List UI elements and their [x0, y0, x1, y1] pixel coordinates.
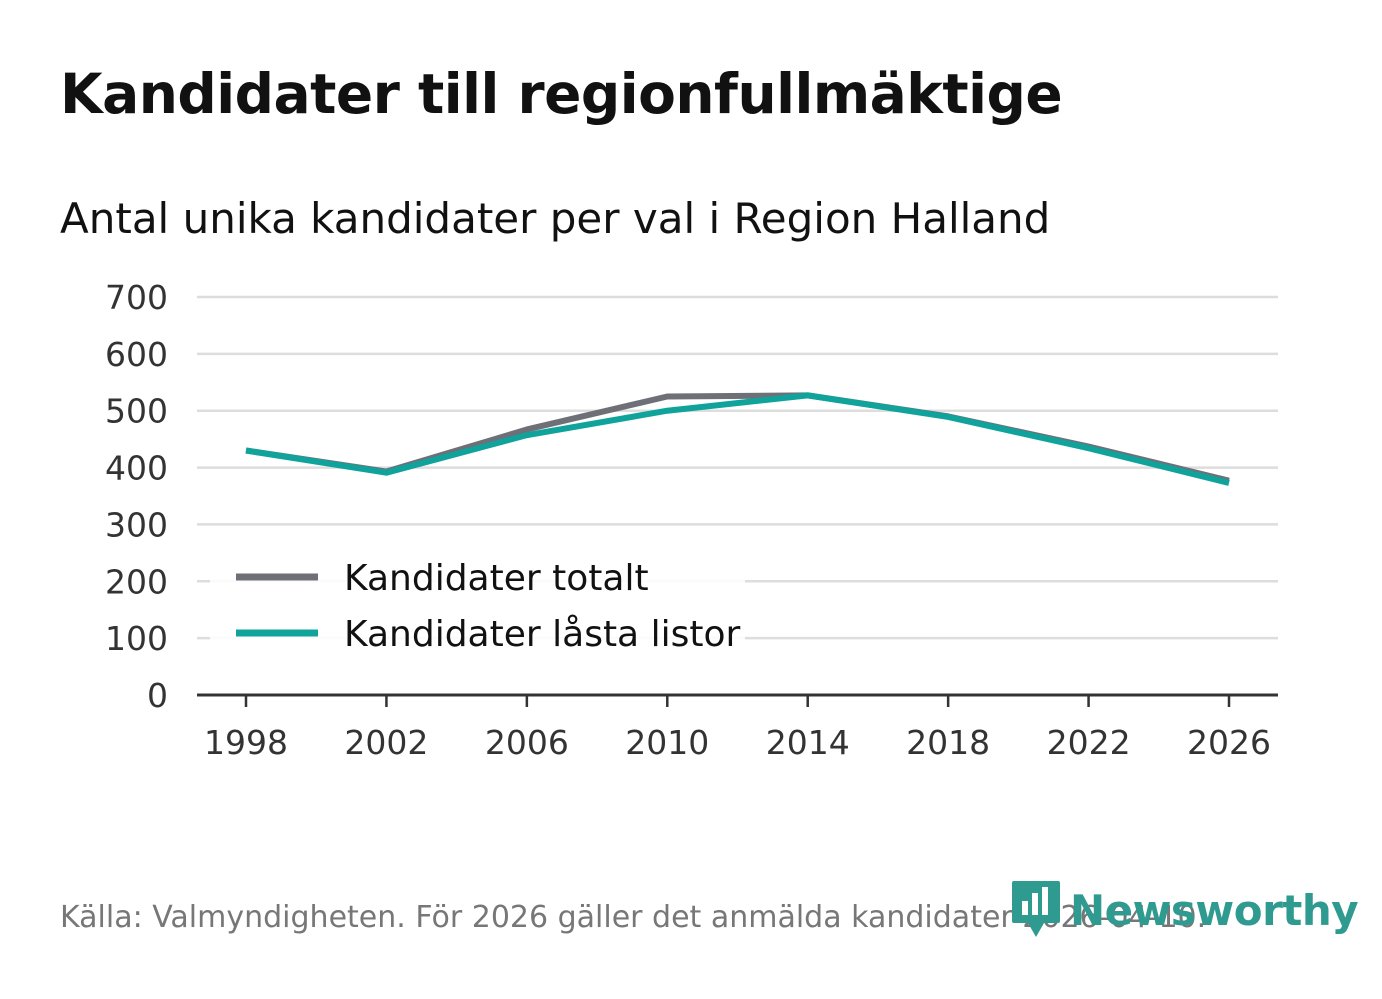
y-tick-label-100: 100	[105, 619, 168, 658]
y-axis-ticks: 0 100 200 300 400 500 600 700	[105, 278, 168, 715]
y-tick-label-500: 500	[105, 392, 168, 431]
legend-label-0: Kandidater totalt	[344, 558, 649, 599]
legend-background	[210, 547, 745, 665]
y-tick-label-400: 400	[105, 449, 168, 488]
x-tick-label-2010: 2010	[625, 723, 709, 762]
x-tick-label-2006: 2006	[485, 723, 569, 762]
legend-label-1: Kandidater låsta listor	[344, 614, 740, 655]
x-tick-label-2002: 2002	[344, 723, 428, 762]
x-tick-label-2026: 2026	[1187, 723, 1271, 762]
y-tick-label-700: 700	[105, 278, 168, 317]
newsworthy-logo-text: Newsworthy	[1070, 885, 1359, 935]
series-line-1	[245, 392, 1230, 486]
y-tick-label-300: 300	[105, 505, 168, 544]
chart-title: Kandidater till regionfullmäktige	[60, 62, 1063, 126]
x-tick-label-2014: 2014	[766, 723, 850, 762]
x-tick-label-2022: 2022	[1047, 723, 1131, 762]
newsworthy-logo-icon	[1012, 881, 1060, 937]
legend: Kandidater totalt Kandidater låsta listor	[210, 547, 745, 665]
y-tick-label-600: 600	[105, 335, 168, 374]
x-tick-label-2018: 2018	[906, 723, 990, 762]
x-tick-label-1998: 1998	[204, 723, 288, 762]
series-lines	[245, 392, 1230, 486]
chart-subtitle: Antal unika kandidater per val i Region …	[60, 194, 1051, 243]
y-tick-label-0: 0	[147, 676, 168, 715]
newsworthy-logo[interactable]: Newsworthy	[1010, 878, 1359, 942]
y-tick-label-200: 200	[105, 562, 168, 601]
x-axis-ticks: 1998 2002 2006 2010 2014 2018 2022 2026	[197, 693, 1278, 762]
